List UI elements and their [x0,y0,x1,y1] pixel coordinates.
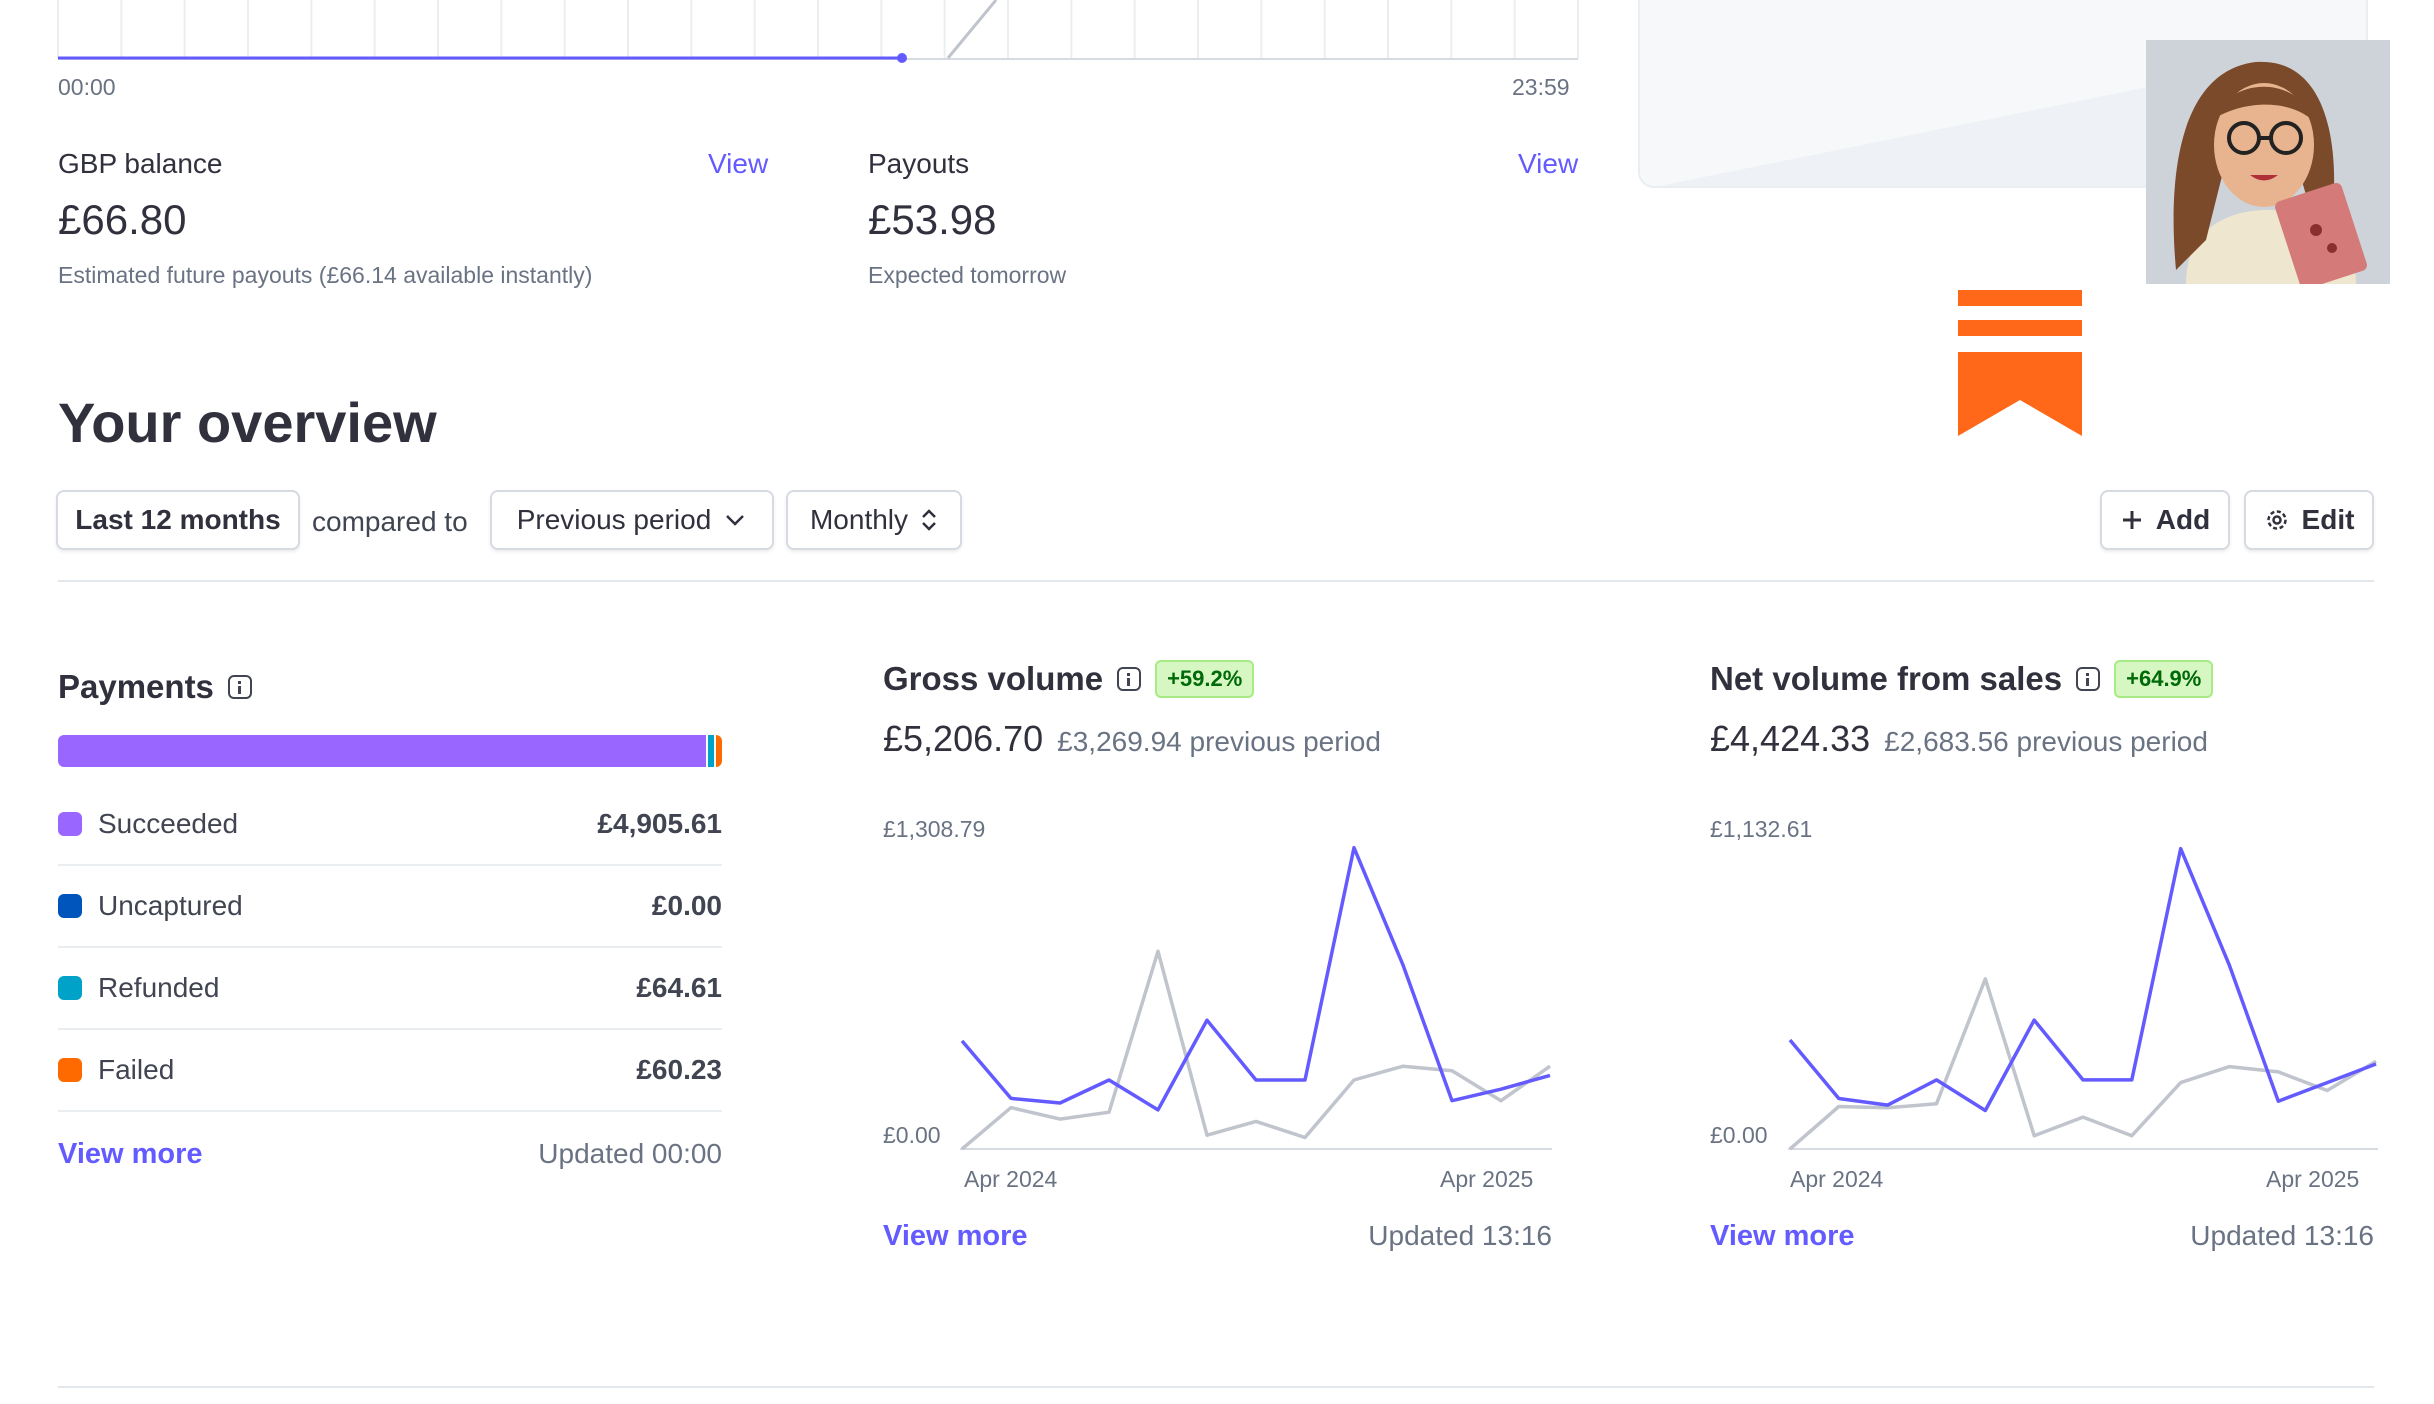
edit-button-label: Edit [2301,504,2355,535]
net-volume-summary: £4,424.33 £2,683.56 previous period [1710,718,2208,760]
gross-volume-updated-text: Updated 13:16 [1368,1220,1552,1251]
compared-to-label: compared to [312,506,468,537]
payments-row-label: Succeeded [98,808,239,839]
payouts-subtext: Expected tomorrow [868,262,1067,288]
payments-updated-text: Updated 00:00 [538,1138,722,1169]
chevron-down-icon [726,515,745,526]
payments-title-text: Payments [58,668,214,705]
edit-widgets-button[interactable]: Edit [2244,490,2374,550]
gross-volume-previous: £3,269.94 previous period [1057,726,1381,757]
payments-row-value: £4,905.61 [597,808,722,839]
plus-icon [2122,511,2141,529]
payouts-view-link[interactable]: View [1518,148,1579,179]
gbp-balance-subtext: Estimated future payouts (£66.14 availab… [58,262,593,288]
gross-volume-current-series [960,845,1551,1112]
payments-title: Payments [58,668,252,706]
avatar-illustration [2146,40,2390,284]
payments-row-uncaptured[interactable]: Uncaptured £0.00 [58,866,722,948]
date-range-label: Last 12 months [75,504,281,535]
avatar [2146,40,2390,284]
net-volume-current-series [1788,846,2377,1113]
status-dot [58,812,82,836]
payments-row-refunded[interactable]: Refunded £64.61 [58,948,722,1030]
net-volume-amount: £4,424.33 [1710,718,1871,759]
today-start-time: 00:00 [58,74,116,100]
info-icon[interactable] [1117,667,1142,691]
gbp-balance-view-link[interactable]: View [708,148,769,179]
info-icon[interactable] [227,675,252,699]
net-volume-updated-text: Updated 13:16 [2190,1220,2374,1251]
add-widget-button[interactable]: Add [2100,490,2230,550]
payments-bar-segment [714,735,722,767]
today-comparison-line [946,0,998,59]
payouts-label: Payouts [868,148,970,179]
gbp-balance-amount: £66.80 [58,196,187,243]
comparison-select-label: Previous period [516,504,712,535]
gross-volume-change-badge: +59.2% [1155,660,1255,698]
net-volume-change-badge: +64.9% [2114,660,2214,698]
chevron-updown-icon [922,509,936,531]
interval-select[interactable]: Monthly [786,490,962,550]
net-volume-x-start-label: Apr 2024 [1790,1166,1884,1192]
payments-row-label: Failed [98,1054,175,1085]
interval-select-label: Monthly [809,504,909,535]
gross-volume-title: Gross volume +59.2% [883,660,1255,698]
payments-breakdown-bar [58,735,722,767]
payments-row-succeeded[interactable]: Succeeded £4,905.61 [58,784,722,866]
gross-volume-x-start-label: Apr 2024 [964,1166,1058,1192]
gross-volume-view-more-link[interactable]: View more [883,1220,1028,1252]
net-volume-y-max-label: £1,132.61 [1710,816,1813,842]
payments-row-failed[interactable]: Failed £60.23 [58,1030,722,1112]
net-volume-previous: £2,683.56 previous period [1884,726,2208,757]
payments-bar-segment [58,735,706,767]
status-dot [58,1058,82,1082]
comparison-select[interactable]: Previous period [490,490,774,550]
net-volume-x-end-label: Apr 2025 [2266,1166,2360,1192]
payments-view-more-link[interactable]: View more [58,1138,203,1170]
bookmark-logo-icon [1958,290,2082,436]
gross-volume-amount: £5,206.70 [883,718,1044,759]
net-volume-view-more-link[interactable]: View more [1710,1220,1855,1252]
gross-volume-y-max-label: £1,308.79 [883,816,986,842]
net-volume-title: Net volume from sales +64.9% [1710,660,2214,698]
net-volume-y-min-label: £0.00 [1710,1122,1768,1148]
bottom-divider [58,1386,2374,1388]
gross-volume-y-min-label: £0.00 [883,1122,941,1148]
page-title: Your overview [58,391,437,454]
today-chart-grid [57,0,1579,60]
payments-row-label: Refunded [98,972,220,1003]
today-end-time: 23:59 [1512,74,1570,100]
payments-row-label: Uncaptured [98,890,243,921]
gross-volume-chart [960,845,1552,1151]
gross-volume-x-end-label: Apr 2025 [1440,1166,1534,1192]
net-volume-chart [1788,846,2378,1151]
gross-volume-summary: £5,206.70 £3,269.94 previous period [883,718,1381,760]
date-range-button[interactable]: Last 12 months [56,490,300,550]
add-button-label: Add [2155,504,2211,535]
gross-volume-title-text: Gross volume [883,660,1104,697]
info-icon[interactable] [2076,667,2101,691]
gross-volume-previous-series [960,949,1552,1151]
payouts-amount: £53.98 [868,196,997,243]
payments-row-value: £60.23 [636,1054,722,1085]
net-volume-previous-series [1788,977,2377,1151]
payments-bar-segment [705,735,715,767]
status-dot [58,894,82,918]
gear-icon [2266,510,2287,530]
today-volume-chart [57,0,1579,63]
gbp-balance-label: GBP balance [58,148,223,179]
status-dot [58,976,82,1000]
today-current-point [897,53,907,63]
net-volume-title-text: Net volume from sales [1710,660,2063,697]
payments-row-value: £64.61 [636,972,722,1003]
payments-row-value: £0.00 [651,890,722,921]
overview-divider [58,580,2374,582]
